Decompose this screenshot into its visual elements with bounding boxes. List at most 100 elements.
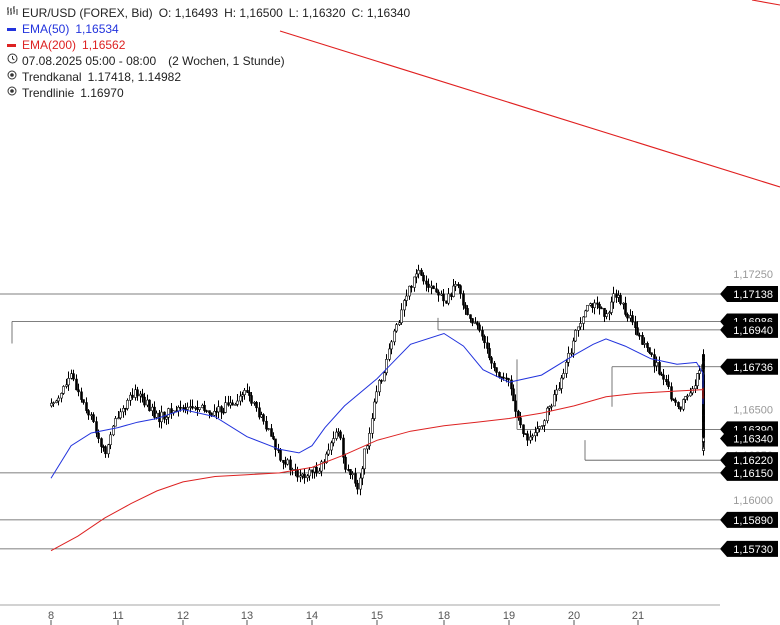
- y-tick-label: 1,16000: [733, 495, 773, 507]
- level-tag-bg: [720, 358, 778, 375]
- target-icon: [6, 85, 18, 101]
- candle-body: [366, 445, 369, 450]
- candle-body: [462, 293, 465, 306]
- candle-body: [655, 362, 658, 367]
- candle-body: [507, 378, 510, 381]
- candle-body: [92, 414, 95, 422]
- level-tag-text: 1,16736: [733, 362, 773, 374]
- legend-row-trendlinie[interactable]: Trendlinie 1.16970: [6, 85, 410, 101]
- candle-body: [349, 469, 352, 476]
- candle-body: [612, 293, 615, 303]
- candle-body: [603, 307, 606, 317]
- candle-body: [277, 449, 280, 451]
- candle-body: [641, 334, 644, 345]
- candle-body: [643, 343, 646, 345]
- trendlinie-label: Trendlinie: [22, 86, 75, 100]
- candle-body: [167, 408, 170, 418]
- candle-body: [519, 417, 522, 426]
- candle-body: [502, 377, 505, 379]
- candle-body: [201, 404, 204, 408]
- candle-body: [82, 399, 85, 403]
- candle-body: [270, 428, 273, 437]
- candle-body: [408, 285, 411, 297]
- high-value: H: 1,16500: [224, 6, 283, 20]
- candle-body: [550, 405, 553, 408]
- candle-body: [122, 408, 125, 413]
- candle-body: [457, 284, 460, 287]
- candle-body: [619, 295, 622, 304]
- candle-body: [107, 444, 110, 455]
- candle-body: [50, 402, 53, 407]
- level-tag-text: 1,15730: [733, 544, 773, 556]
- candle-body: [182, 407, 185, 409]
- candle-body: [339, 431, 342, 439]
- candle-body: [553, 394, 556, 407]
- candle-body: [248, 392, 251, 396]
- candle-body: [546, 407, 549, 422]
- legend-row-ema200[interactable]: EMA(200) 1,16562: [6, 37, 410, 53]
- candle-body: [359, 477, 362, 490]
- candle-body: [385, 359, 388, 374]
- candle-body: [136, 389, 139, 397]
- candlesticks: [50, 264, 705, 496]
- candle-body: [80, 391, 83, 400]
- candle-body: [486, 342, 489, 349]
- candle-body: [97, 432, 100, 439]
- candle-body: [689, 392, 692, 397]
- candle-body: [67, 378, 70, 386]
- candle-body: [148, 399, 151, 412]
- candle-body: [672, 398, 675, 401]
- candle-body: [203, 404, 206, 411]
- candle-body: [650, 352, 653, 355]
- ema50-value: 1,16534: [75, 22, 119, 36]
- ema50-swatch-icon: [7, 27, 16, 31]
- candle-body: [662, 374, 665, 380]
- candle-body: [371, 418, 374, 434]
- symbol-name: EUR/USD (FOREX, Bid): [22, 6, 153, 20]
- candle-body: [217, 406, 220, 413]
- timeframe-note: (2 Wochen, 1 Stunde): [168, 54, 285, 68]
- candle-body: [368, 432, 371, 447]
- legend-row-ema50[interactable]: EMA(50) 1,16534: [6, 21, 410, 37]
- candle-body: [184, 407, 187, 410]
- candle-body: [229, 402, 232, 406]
- candle-body: [241, 394, 244, 397]
- candle-body: [452, 285, 455, 297]
- candle-body: [286, 459, 289, 465]
- timeframe-range: 07.08.2025 05:00 - 08:00: [22, 54, 157, 68]
- candle-body: [574, 330, 577, 342]
- ema200-line: [50, 387, 704, 552]
- candle-body: [90, 414, 93, 416]
- candle-body: [531, 435, 534, 438]
- candle-body: [390, 341, 393, 350]
- candle-body: [600, 307, 603, 310]
- candle-body: [459, 285, 462, 294]
- candle-body: [691, 388, 694, 394]
- candle-body: [189, 406, 192, 408]
- candle-body: [141, 393, 144, 398]
- candle-body: [388, 348, 391, 360]
- candle-body: [541, 425, 544, 427]
- candle-body: [274, 438, 277, 450]
- legend-row-trendkanal[interactable]: Trendkanal 1.17418, 1.14982: [6, 69, 410, 85]
- level-tag-text: 1,15890: [733, 515, 773, 527]
- candle-body: [165, 416, 168, 420]
- candle-body: [660, 373, 663, 376]
- candle-body: [593, 302, 596, 309]
- candle-body: [77, 389, 80, 393]
- candle-body: [584, 310, 587, 318]
- level-tag-bg: [720, 321, 778, 338]
- candle-body: [129, 394, 132, 401]
- x-axis: 8 11 12 13 14 15 18 19 20 21: [0, 604, 720, 625]
- candle-body: [398, 322, 401, 325]
- candle-body: [236, 400, 239, 405]
- candle-body: [114, 418, 117, 427]
- chart-legend: EUR/USD (FOREX, Bid) O: 1,16493 H: 1,165…: [6, 5, 410, 101]
- candle-body: [65, 384, 68, 387]
- candle-body: [702, 447, 705, 451]
- candle-body: [272, 436, 275, 440]
- candle-body: [143, 396, 146, 406]
- candle-body: [413, 276, 416, 288]
- candle-body: [170, 408, 173, 414]
